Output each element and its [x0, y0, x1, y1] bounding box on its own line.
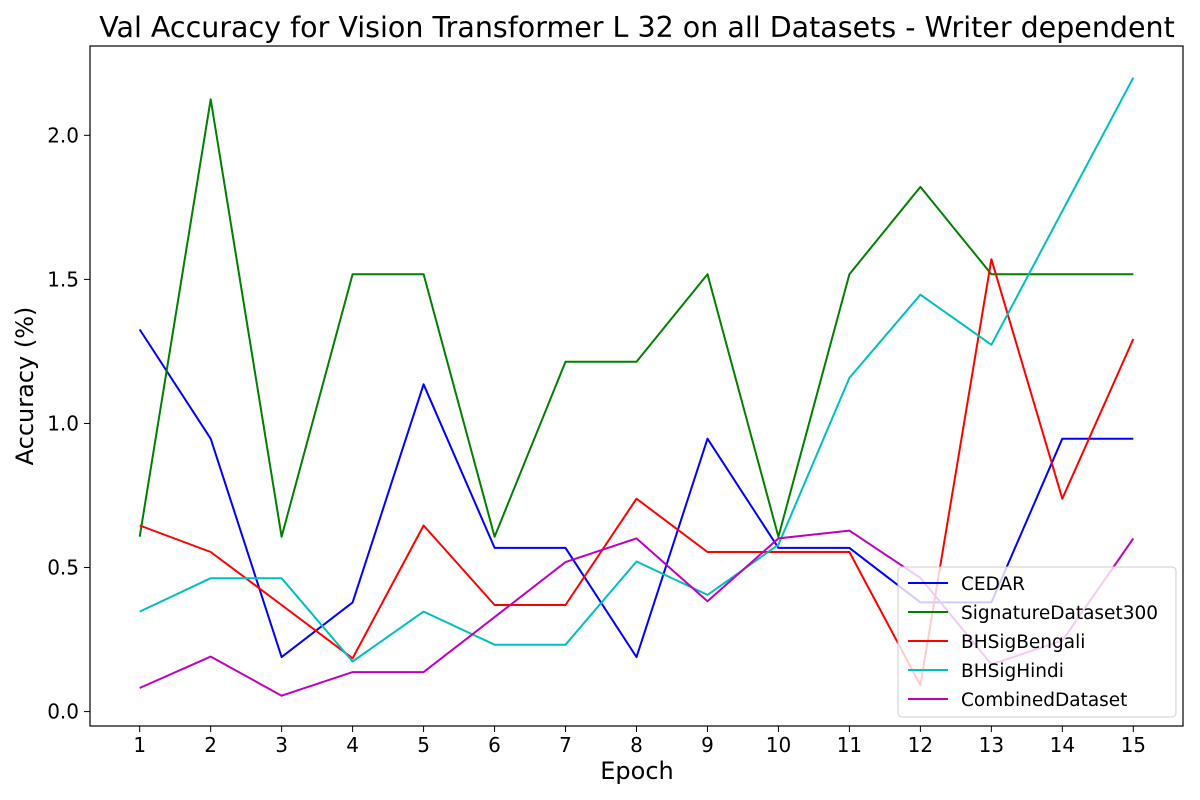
y-tick-label: 2.0	[47, 123, 79, 147]
x-tick-label: 12	[908, 733, 933, 757]
x-tick-label: 10	[766, 733, 791, 757]
plot-area: 1 2 3 4 5 6 7 8 9 10 11 12 13 14 150.00.51.01.52.0	[47, 77, 1146, 757]
x-tick-label: 13	[979, 733, 1004, 757]
x-tick-label: 4	[346, 733, 359, 757]
series-line-bhsighindi	[139, 77, 1135, 663]
y-tick-label: 1.0	[47, 411, 79, 435]
x-tick-label: 6	[488, 733, 501, 757]
y-tick-label: 0.5	[47, 556, 79, 580]
y-tick-label: 1.5	[47, 267, 79, 291]
x-tick-label: 3	[275, 733, 288, 757]
x-tick-label: 1	[133, 733, 146, 757]
x-tick-label: 2	[204, 733, 217, 757]
x-tick-label: 7	[559, 733, 572, 757]
y-axis-label: Accuracy (%)	[11, 307, 39, 466]
x-tick-label: 9	[701, 733, 714, 757]
plot-frame	[89, 45, 1184, 727]
legend-label-cedar: CEDAR	[961, 574, 1025, 595]
chart-title: Val Accuracy for Vision Transformer L 32…	[99, 11, 1175, 44]
legend-box	[897, 566, 1177, 718]
x-tick-label: 8	[630, 733, 643, 757]
legend: CEDAR SignatureDataset300 BHSigBengali BHSi…	[897, 566, 1177, 718]
legend-label-bhsigbengali: BHSigBengali	[961, 632, 1085, 653]
x-tick-label: 15	[1121, 733, 1146, 757]
legend-label-combineddataset: CombinedDataset	[961, 690, 1127, 711]
x-tick-label: 5	[417, 733, 430, 757]
x-tick-label: 11	[837, 733, 862, 757]
y-tick-label: 0.0	[47, 700, 79, 724]
series-line-bhsigbengali	[139, 258, 1135, 687]
legend-label-bhsighindi: BHSigHindi	[961, 661, 1064, 682]
legend-label-signaturedataset300: SignatureDataset300	[961, 603, 1158, 624]
x-tick-label: 14	[1050, 733, 1075, 757]
series-line-signaturedataset300	[138, 98, 1134, 538]
x-axis-label: Epoch	[600, 757, 674, 785]
